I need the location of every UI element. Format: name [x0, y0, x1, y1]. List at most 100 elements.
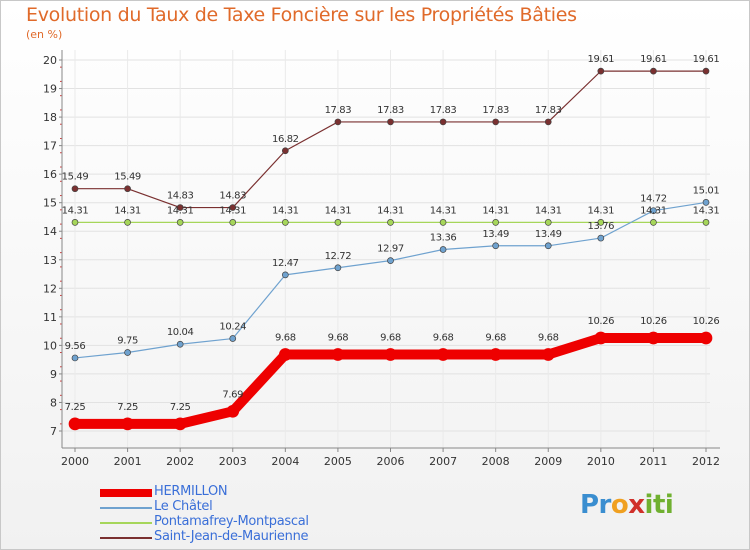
x-tick-label: 2003	[219, 455, 247, 468]
data-point	[544, 219, 552, 226]
data-point	[121, 417, 134, 431]
data-label: 17.83	[430, 105, 457, 116]
data-label: 12.72	[325, 251, 352, 262]
data-label: 14.31	[535, 205, 562, 216]
data-point	[68, 417, 82, 431]
data-point	[176, 219, 184, 226]
data-label: 10.26	[693, 316, 720, 327]
data-label: 19.61	[588, 54, 615, 65]
x-tick-label: 2012	[692, 455, 720, 468]
data-label: 19.61	[693, 54, 720, 65]
data-label: 9.56	[65, 341, 86, 352]
y-tick-label: 7	[50, 425, 57, 438]
x-tick-label: 2004	[271, 455, 299, 468]
data-label: 17.83	[482, 105, 509, 116]
legend-swatch	[100, 489, 152, 497]
data-point	[387, 257, 394, 264]
legend-label: Pontamafrey-Montpascal	[154, 514, 309, 529]
data-label: 13.76	[588, 221, 615, 232]
data-label: 7.25	[65, 402, 86, 413]
data-point	[281, 219, 289, 226]
data-label: 14.31	[325, 205, 352, 216]
x-tick-label: 2008	[482, 455, 510, 468]
data-point	[331, 348, 345, 361]
y-tick-label: 10	[43, 339, 57, 352]
data-point	[124, 219, 131, 226]
legend-label: Le Châtel	[154, 499, 213, 514]
data-point	[334, 264, 342, 272]
data-point	[597, 234, 605, 242]
data-point	[124, 185, 131, 193]
data-label: 15.01	[693, 185, 720, 196]
data-point	[544, 118, 552, 126]
data-point	[650, 67, 657, 75]
chart-title: Evolution du Taux de Taxe Foncière sur l…	[26, 4, 577, 26]
y-tick-label: 15	[43, 197, 57, 210]
y-tick-label: 19	[43, 83, 57, 96]
legend-swatch	[100, 507, 152, 509]
legend-swatch	[100, 537, 152, 539]
data-labels: 7.25 7.25 7.25 7.69 9.68 9.68 9.68 9.68 9.68 9.68…	[62, 54, 720, 413]
data-label: 9.68	[538, 333, 559, 344]
data-point	[492, 242, 500, 250]
data-point	[176, 204, 184, 211]
data-label: 13.36	[430, 232, 457, 243]
data-label: 10.04	[167, 327, 194, 338]
data-point	[71, 219, 79, 226]
x-tick-label: 2010	[587, 455, 615, 468]
y-tick-label: 13	[43, 254, 57, 267]
data-label: 7.25	[170, 402, 191, 413]
y-tick-label: 20	[43, 54, 57, 67]
data-point	[281, 147, 289, 155]
unit-label: (en %)	[26, 28, 63, 41]
data-label: 14.31	[588, 205, 615, 216]
data-point	[334, 219, 342, 226]
data-label: 17.83	[535, 105, 562, 116]
x-tick-label: 2007	[429, 455, 457, 468]
data-point	[439, 246, 447, 253]
data-label: 14.83	[167, 191, 194, 202]
data-label: 7.69	[222, 389, 243, 400]
y-tick-label: 12	[43, 282, 57, 295]
logo-part-1: Pr	[580, 490, 611, 520]
axes: 7 8 9 10 11 12 13 14 15 16 17 18 19 20 2000 2001 2002 200…	[43, 50, 720, 468]
data-point	[699, 331, 713, 345]
y-tick-label: 14	[43, 225, 57, 238]
data-label: 15.49	[114, 172, 141, 183]
data-point	[71, 354, 79, 362]
x-tick-label: 2009	[534, 455, 562, 468]
legend-label: HERMILLON	[154, 484, 228, 499]
logo-part-2: o	[610, 490, 629, 520]
data-point	[650, 219, 657, 226]
data-point	[229, 204, 237, 211]
series-lines	[68, 67, 713, 431]
data-point	[71, 185, 79, 193]
data-label: 14.31	[430, 205, 457, 216]
data-label: 10.26	[588, 316, 615, 327]
x-tick-label: 2001	[114, 455, 142, 468]
data-point	[597, 219, 605, 226]
data-point	[492, 219, 500, 226]
data-point	[702, 199, 710, 206]
data-point	[226, 404, 240, 418]
data-point	[229, 335, 237, 342]
x-tick-label: 2005	[324, 455, 352, 468]
data-label: 14.31	[62, 205, 89, 216]
legend-label: Saint-Jean-de-Maurienne	[154, 529, 309, 544]
data-label: 14.31	[219, 205, 246, 216]
data-label: 17.83	[377, 105, 404, 116]
data-label: 14.31	[693, 205, 720, 216]
data-point	[281, 271, 289, 279]
data-point	[439, 219, 447, 226]
data-label: 14.31	[167, 205, 194, 216]
y-tick-label: 8	[50, 396, 57, 409]
y-tick-label: 17	[43, 140, 57, 153]
proxiti-logo: Proxiti	[580, 490, 674, 520]
data-label: 7.25	[117, 402, 138, 413]
x-tick-label: 2006	[377, 455, 405, 468]
data-label: 12.97	[377, 244, 404, 255]
y-tick-label: 11	[43, 311, 57, 324]
data-label: 10.26	[640, 316, 667, 327]
data-point	[176, 340, 184, 348]
